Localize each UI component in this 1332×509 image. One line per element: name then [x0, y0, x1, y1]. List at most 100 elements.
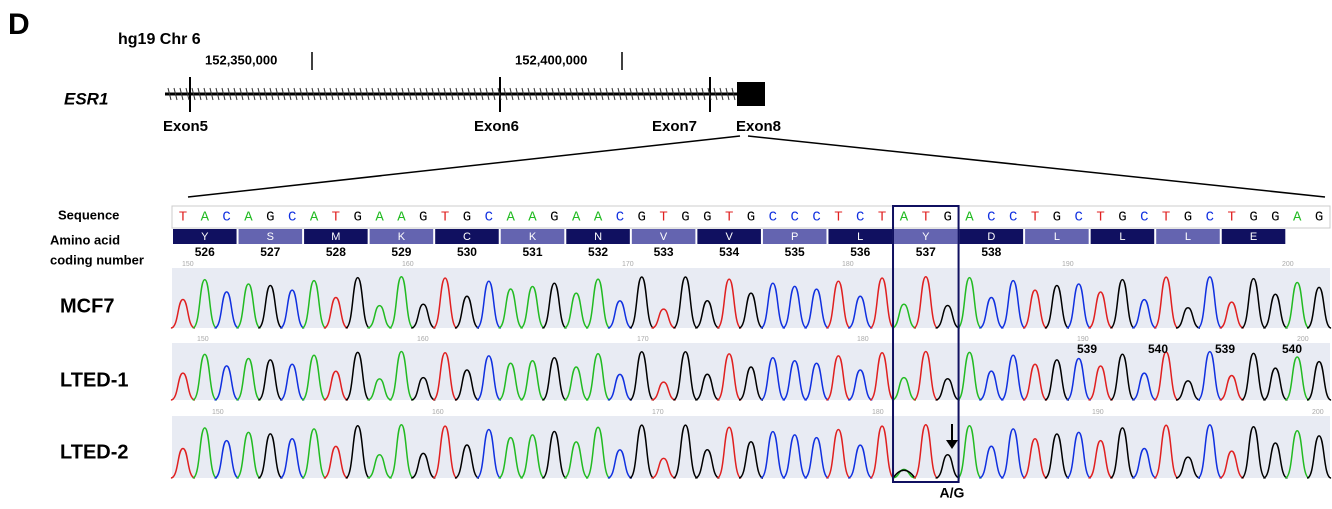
base: C [987, 210, 995, 226]
base: C [790, 210, 798, 226]
amino-acid: P [791, 231, 798, 243]
base: G [943, 210, 951, 226]
figure: D hg19 Chr 6 152,350,000 152,400,000 ESR… [0, 0, 1332, 504]
base: A [594, 210, 603, 226]
coding-number: 537 [916, 245, 936, 259]
base: G [1184, 210, 1192, 226]
trace-tick: 180 [842, 261, 854, 268]
trace-tick: 190 [1092, 409, 1104, 416]
base: T [725, 210, 733, 226]
base: T [922, 210, 930, 226]
zoom-line [748, 136, 1325, 197]
gene-model [165, 77, 765, 112]
base: C [1075, 210, 1083, 226]
row-label: coding number [50, 252, 144, 267]
base: G [703, 210, 711, 226]
amino-acid: D [987, 231, 995, 243]
base: A [900, 210, 909, 226]
amino-acid: Y [201, 231, 209, 243]
base: C [616, 210, 624, 226]
trace-tick: 160 [432, 409, 444, 416]
base: G [550, 210, 558, 226]
trace-tick: 190 [1062, 261, 1074, 268]
genome-label: hg19 Chr 6 [118, 31, 201, 48]
row-label: Sequence [58, 207, 119, 222]
amino-acid: E [1250, 231, 1257, 243]
base: A [310, 210, 319, 226]
base: T [1162, 210, 1170, 226]
base: T [834, 210, 842, 226]
base: A [201, 210, 210, 226]
base: A [244, 210, 253, 226]
amino-acid: K [529, 231, 537, 243]
sample-label: LTED-1 [60, 369, 129, 391]
base: C [769, 210, 777, 226]
trace-tick: 170 [637, 336, 649, 343]
amino-acid: L [1054, 231, 1060, 243]
base: A [397, 210, 406, 226]
coding-number: 538 [981, 245, 1001, 259]
trace-tick: 180 [857, 336, 869, 343]
trace-background [172, 416, 1330, 478]
coding-number: 535 [785, 245, 805, 259]
trace-background [172, 268, 1330, 328]
base: G [638, 210, 646, 226]
base: G [419, 210, 427, 226]
trace-tick: 160 [402, 261, 414, 268]
base: C [288, 210, 296, 226]
position-number: 540 [1148, 342, 1168, 356]
base: T [1096, 210, 1104, 226]
coding-number: 534 [719, 245, 739, 259]
base: A [528, 210, 537, 226]
base: G [681, 210, 689, 226]
sample-label: LTED-2 [60, 441, 129, 463]
base: T [332, 210, 340, 226]
position-number: 540 [1282, 342, 1302, 356]
base: C [485, 210, 493, 226]
coding-number: 530 [457, 245, 477, 259]
position-number: 539 [1215, 342, 1235, 356]
trace-tick: 170 [652, 409, 664, 416]
trace-tick: 150 [182, 261, 194, 268]
trace-tick: 160 [417, 336, 429, 343]
amino-acid: V [660, 231, 668, 243]
amino-acid: N [594, 231, 602, 243]
amino-acid: Y [922, 231, 930, 243]
exon-label: Exon7 [652, 118, 697, 135]
coding-number: 529 [391, 245, 411, 259]
coding-number: 526 [195, 245, 215, 259]
base: T [441, 210, 449, 226]
base: T [878, 210, 886, 226]
base: T [1227, 210, 1235, 226]
coding-number: 536 [850, 245, 870, 259]
base: T [659, 210, 667, 226]
base: C [856, 210, 864, 226]
base: A [965, 210, 974, 226]
trace-tick: 200 [1312, 409, 1324, 416]
coding-number: 527 [260, 245, 280, 259]
base: A [375, 210, 384, 226]
coordinate: 152,350,000 [205, 52, 277, 67]
panel-label: D [8, 8, 30, 41]
base: A [1293, 210, 1302, 226]
amino-acid: C [463, 231, 471, 243]
exon-label: Exon8 [736, 118, 781, 135]
base: A [506, 210, 515, 226]
base: G [1118, 210, 1126, 226]
base: C [1140, 210, 1148, 226]
base: G [354, 210, 362, 226]
trace-tick: 200 [1282, 261, 1294, 268]
exon-label: Exon5 [163, 118, 208, 135]
trace-tick: 150 [197, 336, 209, 343]
mutation-label: A/G [940, 485, 965, 501]
base: G [747, 210, 755, 226]
amino-acid: L [1119, 231, 1125, 243]
base: C [222, 210, 230, 226]
base: G [1271, 210, 1279, 226]
coding-number: 531 [522, 245, 542, 259]
trace-tick: 180 [872, 409, 884, 416]
amino-acid: M [331, 231, 340, 243]
sample-label: MCF7 [60, 295, 114, 317]
base: G [1053, 210, 1061, 226]
exon-label: Exon6 [474, 118, 519, 135]
